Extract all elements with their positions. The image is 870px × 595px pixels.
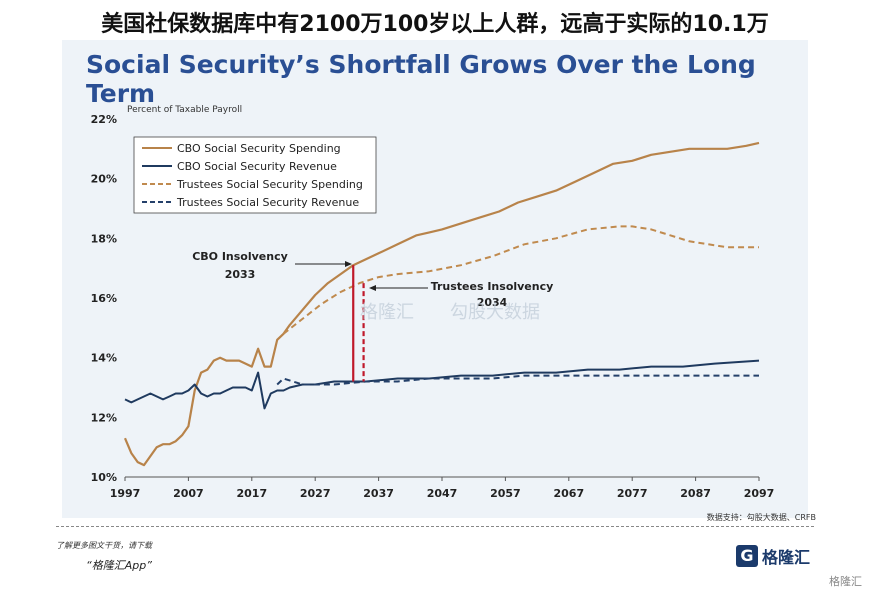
x-tick-label: 2097 (744, 487, 775, 500)
y-axis-label: Percent of Taxable Payroll (127, 105, 242, 115)
legend-label-4: Trustees Social Security Revenue (176, 196, 359, 209)
chart-legend: CBO Social Security Spending CBO Social S… (133, 136, 377, 214)
brand-g-icon: G (736, 545, 758, 567)
corner-watermark: 格隆汇 (829, 575, 862, 588)
x-tick-label: 2047 (427, 487, 458, 500)
series-line-2 (124, 359, 760, 410)
watermark-gougu: 勾股大数据 (450, 302, 540, 323)
x-tick-label: 2087 (680, 487, 711, 500)
x-tick-label: 2067 (553, 487, 584, 500)
annotation-trustees-label: Trustees Insolvency (431, 280, 554, 293)
y-tick-label: 18% (91, 232, 117, 245)
x-tick-label: 2037 (363, 487, 394, 500)
y-tick-label: 10% (91, 471, 117, 484)
y-tick-label: 20% (91, 173, 117, 186)
legend-label-3: Trustees Social Security Spending (176, 178, 363, 191)
legend-label-1: CBO Social Security Spending (177, 142, 341, 155)
download-note: 了解更多图文干货，请下载 (56, 541, 152, 550)
y-tick-label: 14% (91, 352, 117, 365)
chart-title: Social Security’s Shortfall Grows Over t… (86, 50, 756, 108)
series-line-4 (276, 374, 759, 386)
chart-axes: Percent of Taxable Payroll 10% 12% 14% 16% 18… (91, 105, 775, 500)
chart-card (62, 40, 808, 518)
annotation-cbo-year: 2033 (225, 268, 256, 281)
legend-label-2: CBO Social Security Revenue (177, 160, 337, 173)
series-line-1 (123, 141, 760, 467)
annotation-trustees-year: 2034 (477, 296, 508, 309)
chart-annotations: CBO Insolvency 2033 Trustees Insolvency 203… (192, 250, 553, 382)
y-tick-label: 16% (91, 292, 117, 305)
data-source-note: 数据支持：勾股大数据、CRFB (706, 513, 816, 522)
y-tick-label: 22% (91, 113, 117, 126)
page-headline: 美国社保数据库中有2100万100岁以上人群，远高于实际的10.1万 (101, 12, 769, 37)
y-tick-label: 12% (91, 411, 117, 424)
x-tick-label: 2057 (490, 487, 521, 500)
x-tick-label: 2017 (236, 487, 267, 500)
brand-name: 格隆汇 (762, 548, 811, 567)
x-tick-label: 2077 (617, 487, 648, 500)
chart-series (123, 141, 760, 467)
legend-box (133, 136, 377, 214)
annotation-cbo-arrowhead (345, 261, 352, 267)
x-tick-label: 2027 (300, 487, 331, 500)
x-tick-label: 2007 (173, 487, 204, 500)
app-name: “格隆汇App” (86, 559, 152, 572)
annotation-cbo-label: CBO Insolvency (192, 250, 288, 263)
annotation-trustees-arrowhead (369, 285, 376, 291)
brand-logo: G 格隆汇 (736, 544, 810, 568)
watermark-gelonghui: 格隆汇 (360, 302, 414, 323)
series-line-3 (282, 225, 759, 335)
x-tick-label: 1997 (110, 487, 141, 500)
divider (56, 526, 814, 527)
